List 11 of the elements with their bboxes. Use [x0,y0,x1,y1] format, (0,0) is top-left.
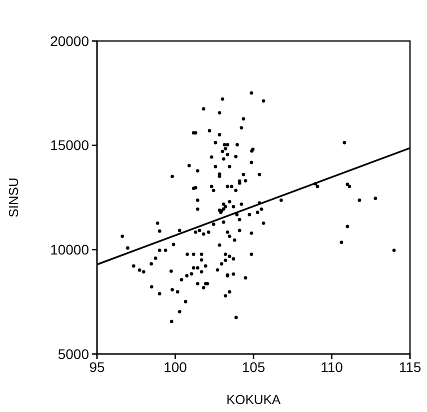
x-tick-label: 115 [398,358,422,375]
y-tick-label: 20000 [50,32,90,49]
y-tick-label: 5000 [58,346,90,362]
y-axis-title: SINSU [6,178,21,218]
x-tick-label: 95 [89,358,105,375]
x-tick-label: 105 [242,358,266,375]
x-axis-title: KOKUKA [226,392,281,407]
x-tick-label: 100 [164,358,188,375]
y-tick-label: 10000 [50,242,90,258]
y-tick-label: 15000 [50,137,90,154]
x-tick-label: 110 [320,358,344,375]
